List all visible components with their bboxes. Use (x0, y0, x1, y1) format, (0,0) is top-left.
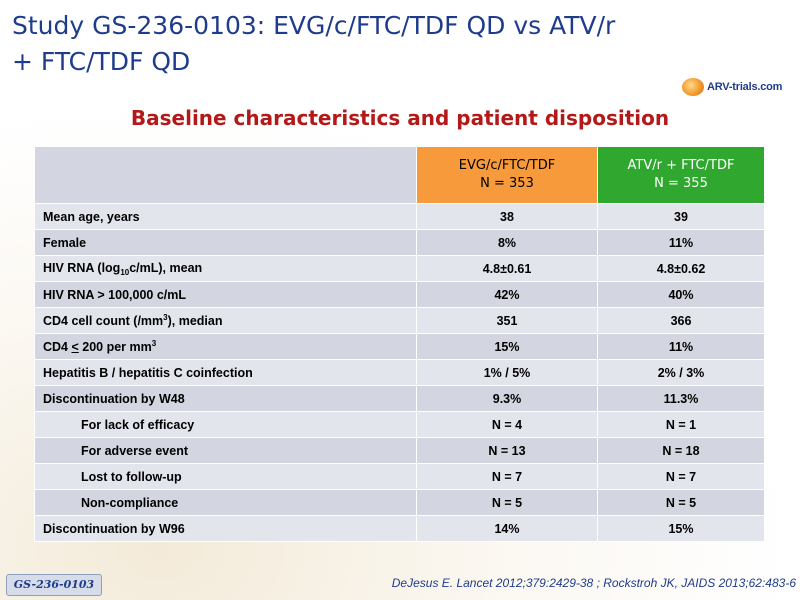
table-row: Non-compliance N = 5 N = 5 (34, 489, 765, 516)
atv-value: N = 7 (597, 463, 765, 490)
header-evg-arm: EVG/c/FTC/TDF N = 353 (416, 146, 598, 204)
header-atv-arm: ATV/r + FTC/TDF N = 355 (597, 146, 765, 204)
evg-value: N = 4 (416, 411, 598, 438)
row-label: Lost to follow-up (34, 463, 417, 490)
table-header-row: EVG/c/FTC/TDF N = 353 ATV/r + FTC/TDF N … (34, 146, 765, 204)
table-row: Mean age, years 38 39 (34, 203, 765, 230)
label-text: c/mL), mean (129, 260, 203, 275)
evg-value: N = 13 (416, 437, 598, 464)
atv-value: 15% (597, 515, 765, 542)
slide-subtitle: Baseline characteristics and patient dis… (130, 106, 670, 130)
arv-trials-logo: ARV-trials.com (682, 76, 794, 98)
row-label: For adverse event (34, 437, 417, 464)
evg-value: N = 7 (416, 463, 598, 490)
evg-arm-name: EVG/c/FTC/TDF (458, 158, 556, 173)
atv-value: 11.3% (597, 385, 765, 412)
table-row: Discontinuation by W96 14% 15% (34, 515, 765, 542)
label-superscript: 3 (163, 313, 168, 322)
table-row: Female 8% 11% (34, 229, 765, 256)
evg-value: 1% / 5% (416, 359, 598, 386)
row-label: HIV RNA > 100,000 c/mL (34, 281, 417, 308)
reference-citation: DeJesus E. Lancet 2012;379:2429-38 ; Roc… (391, 576, 796, 590)
atv-arm-name: ATV/r + FTC/TDF (627, 158, 735, 173)
atv-value: 2% / 3% (597, 359, 765, 386)
title-line-2: + FTC/TDF QD (12, 47, 191, 76)
evg-value: N = 5 (416, 489, 598, 516)
header-blank-cell (34, 146, 417, 204)
row-label: CD4 cell count (/mm3), median (34, 307, 417, 334)
atv-value: 11% (597, 333, 765, 360)
atv-arm-n: N = 355 (654, 176, 708, 191)
row-label: For lack of efficacy (34, 411, 417, 438)
row-label: Discontinuation by W48 (34, 385, 417, 412)
evg-value: 38 (416, 203, 598, 230)
label-text: 200 per mm (78, 340, 152, 354)
label-text: ), median (167, 314, 223, 328)
table-row: Lost to follow-up N = 7 N = 7 (34, 463, 765, 490)
row-label: Non-compliance (34, 489, 417, 516)
evg-value: 8% (416, 229, 598, 256)
evg-value: 15% (416, 333, 598, 360)
title-line-1: Study GS-236-0103: EVG/c/FTC/TDF QD vs A… (12, 11, 616, 40)
slide-title: Study GS-236-0103: EVG/c/FTC/TDF QD vs A… (12, 8, 752, 80)
evg-value: 4.8±0.61 (416, 255, 598, 282)
atv-value: 40% (597, 281, 765, 308)
label-text: HIV RNA (log (43, 260, 121, 275)
row-label: Mean age, years (34, 203, 417, 230)
atv-value: 366 (597, 307, 765, 334)
table-row: Discontinuation by W48 9.3% 11.3% (34, 385, 765, 412)
baseline-table: EVG/c/FTC/TDF N = 353 ATV/r + FTC/TDF N … (34, 146, 765, 542)
row-label: CD4 < 200 per mm3 (34, 333, 417, 360)
label-text: CD4 cell count (/mm (43, 314, 164, 328)
atv-value: 39 (597, 203, 765, 230)
atv-value: 4.8±0.62 (597, 255, 765, 282)
evg-value: 14% (416, 515, 598, 542)
logo-text: ARV-trials.com (707, 81, 783, 93)
table-row: For adverse event N = 13 N = 18 (34, 437, 765, 464)
evg-value: 351 (416, 307, 598, 334)
row-label: Hepatitis B / hepatitis C coinfection (34, 359, 417, 386)
label-text: CD4 (43, 340, 72, 354)
label-superscript: 3 (151, 339, 157, 348)
atv-value: N = 1 (597, 411, 765, 438)
row-label: Female (34, 229, 417, 256)
table-row: CD4 cell count (/mm3), median 351 366 (34, 307, 765, 334)
table-row: HIV RNA > 100,000 c/mL 42% 40% (34, 281, 765, 308)
row-label: HIV RNA (log10c/mL), mean (34, 255, 417, 282)
label-subscript: 10 (120, 267, 130, 277)
table-row: For lack of efficacy N = 4 N = 1 (34, 411, 765, 438)
evg-value: 9.3% (416, 385, 598, 412)
table-row: HIV RNA (log10c/mL), mean 4.8±0.61 4.8±0… (34, 255, 765, 282)
arv-trials-logo-icon (682, 78, 704, 96)
row-label: Discontinuation by W96 (34, 515, 417, 542)
label-underlined: < (71, 340, 79, 354)
study-tag: GS-236-0103 (6, 574, 102, 596)
table-row: Hepatitis B / hepatitis C coinfection 1%… (34, 359, 765, 386)
atv-value: 11% (597, 229, 765, 256)
atv-value: N = 18 (597, 437, 765, 464)
atv-value: N = 5 (597, 489, 765, 516)
evg-value: 42% (416, 281, 598, 308)
evg-arm-n: N = 353 (480, 176, 534, 191)
table-row: CD4 < 200 per mm3 15% 11% (34, 333, 765, 360)
